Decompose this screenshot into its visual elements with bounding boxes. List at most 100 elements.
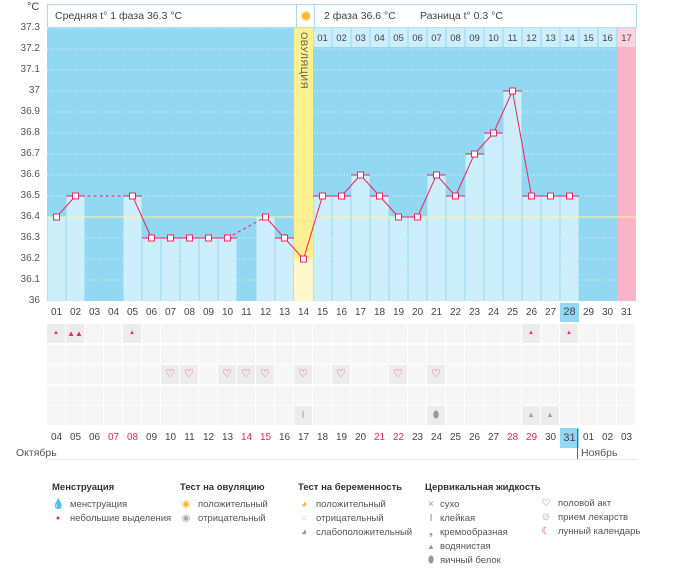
calendar-date[interactable]: 01 — [582, 432, 595, 443]
cycle-day[interactable]: 27 — [544, 307, 557, 318]
symptom-cell[interactable] — [104, 345, 122, 364]
symptom-cell[interactable] — [332, 386, 350, 405]
symptom-cell[interactable] — [408, 386, 426, 405]
symptom-cell[interactable] — [66, 386, 84, 405]
symptom-cell[interactable] — [275, 324, 293, 343]
cycle-day[interactable]: 24 — [487, 307, 500, 318]
symptom-cell[interactable] — [579, 345, 597, 364]
symptom-cell[interactable] — [503, 386, 521, 405]
symptom-cell[interactable] — [218, 324, 236, 343]
cervical-cell-watery[interactable]: ▲ — [541, 406, 559, 425]
symptom-cell[interactable] — [484, 345, 502, 364]
symptom-cell[interactable] — [579, 365, 597, 384]
calendar-date[interactable]: 13 — [221, 432, 234, 443]
cycle-day[interactable]: 21 — [430, 307, 443, 318]
calendar-date[interactable]: 11 — [184, 432, 195, 443]
symptom-cell[interactable] — [351, 345, 369, 364]
calendar-date[interactable]: 06 — [88, 432, 101, 443]
symptom-cell[interactable] — [408, 365, 426, 384]
symptom-cell[interactable] — [237, 345, 255, 364]
symptom-cell[interactable] — [199, 345, 217, 364]
cycle-day[interactable]: 19 — [392, 307, 405, 318]
intercourse-cell[interactable]: ♡ — [256, 365, 274, 384]
symptom-cell[interactable] — [446, 406, 464, 425]
calendar-date[interactable]: 31 — [560, 428, 579, 448]
symptom-cell[interactable] — [560, 406, 578, 425]
symptom-cell[interactable] — [256, 345, 274, 364]
symptom-cell[interactable] — [294, 386, 312, 405]
symptom-cell[interactable] — [313, 324, 331, 343]
symptom-cell[interactable] — [541, 324, 559, 343]
cervical-cell-watery[interactable]: ▲ — [522, 406, 540, 425]
symptom-cell[interactable] — [237, 406, 255, 425]
symptom-cell[interactable] — [351, 406, 369, 425]
cycle-day[interactable]: 22 — [449, 307, 462, 318]
symptom-cell[interactable] — [351, 386, 369, 405]
symptom-cell[interactable] — [427, 345, 445, 364]
symptom-cell[interactable] — [199, 386, 217, 405]
symptom-cell[interactable] — [85, 386, 103, 405]
symptom-cell[interactable] — [522, 386, 540, 405]
symptom-cell[interactable] — [598, 324, 616, 343]
calendar-date[interactable]: 20 — [354, 432, 367, 443]
calendar-date[interactable]: 12 — [202, 432, 215, 443]
cycle-day[interactable]: 09 — [202, 307, 215, 318]
symptom-cell[interactable] — [370, 386, 388, 405]
calendar-date[interactable]: 25 — [449, 432, 462, 443]
symptom-cell[interactable] — [560, 365, 578, 384]
intercourse-cell[interactable]: ♡ — [332, 365, 350, 384]
symptom-cell[interactable] — [47, 365, 65, 384]
symptom-cell[interactable] — [47, 386, 65, 405]
cycle-day[interactable]: 28 — [560, 303, 579, 322]
symptom-cell[interactable] — [180, 324, 198, 343]
cycle-day[interactable]: 30 — [601, 307, 614, 318]
symptom-cell[interactable] — [123, 386, 141, 405]
cycle-day[interactable]: 16 — [335, 307, 348, 318]
calendar-date[interactable]: 15 — [259, 432, 272, 443]
cycle-day[interactable]: 15 — [316, 307, 329, 318]
symptom-cell[interactable] — [579, 386, 597, 405]
symptom-cell[interactable] — [484, 386, 502, 405]
intercourse-cell[interactable]: ♡ — [218, 365, 236, 384]
cycle-day[interactable]: 07 — [164, 307, 177, 318]
symptom-cell[interactable] — [313, 386, 331, 405]
calendar-date[interactable]: 18 — [316, 432, 329, 443]
intercourse-cell[interactable]: ♡ — [161, 365, 179, 384]
cycle-day[interactable]: 31 — [620, 307, 633, 318]
calendar-date[interactable]: 14 — [240, 432, 253, 443]
cycle-day[interactable]: 13 — [278, 307, 291, 318]
symptom-cell[interactable] — [465, 406, 483, 425]
intercourse-cell[interactable]: ♡ — [237, 365, 255, 384]
calendar-date[interactable]: 04 — [50, 432, 63, 443]
symptom-cell[interactable] — [275, 365, 293, 384]
symptom-cell[interactable] — [85, 365, 103, 384]
symptom-cell[interactable] — [370, 365, 388, 384]
cycle-day[interactable]: 12 — [259, 307, 272, 318]
symptom-cell[interactable] — [47, 345, 65, 364]
cycle-day[interactable]: 17 — [354, 307, 367, 318]
calendar-date[interactable]: 21 — [373, 432, 386, 443]
cycle-day[interactable]: 14 — [297, 307, 310, 318]
symptom-cell[interactable] — [465, 324, 483, 343]
symptom-cell[interactable] — [541, 345, 559, 364]
symptom-cell[interactable] — [123, 406, 141, 425]
cycle-day[interactable]: 11 — [241, 307, 252, 318]
symptom-cell[interactable] — [579, 406, 597, 425]
symptom-cell[interactable] — [370, 406, 388, 425]
symptom-cell[interactable] — [370, 324, 388, 343]
symptom-cell[interactable] — [218, 345, 236, 364]
symptom-cell[interactable] — [275, 406, 293, 425]
symptom-cell[interactable] — [218, 386, 236, 405]
symptom-cell[interactable] — [408, 406, 426, 425]
menstruation-cell[interactable]: ▲▲ — [66, 324, 84, 343]
symptom-cell[interactable] — [465, 345, 483, 364]
cycle-day[interactable]: 23 — [468, 307, 481, 318]
symptom-cell[interactable] — [617, 365, 635, 384]
symptom-cell[interactable] — [180, 345, 198, 364]
calendar-date[interactable]: 08 — [126, 432, 139, 443]
symptom-cell[interactable] — [237, 324, 255, 343]
symptom-cell[interactable] — [180, 406, 198, 425]
calendar-date[interactable]: 24 — [430, 432, 443, 443]
calendar-date[interactable]: 19 — [335, 432, 348, 443]
symptom-cell[interactable] — [85, 345, 103, 364]
